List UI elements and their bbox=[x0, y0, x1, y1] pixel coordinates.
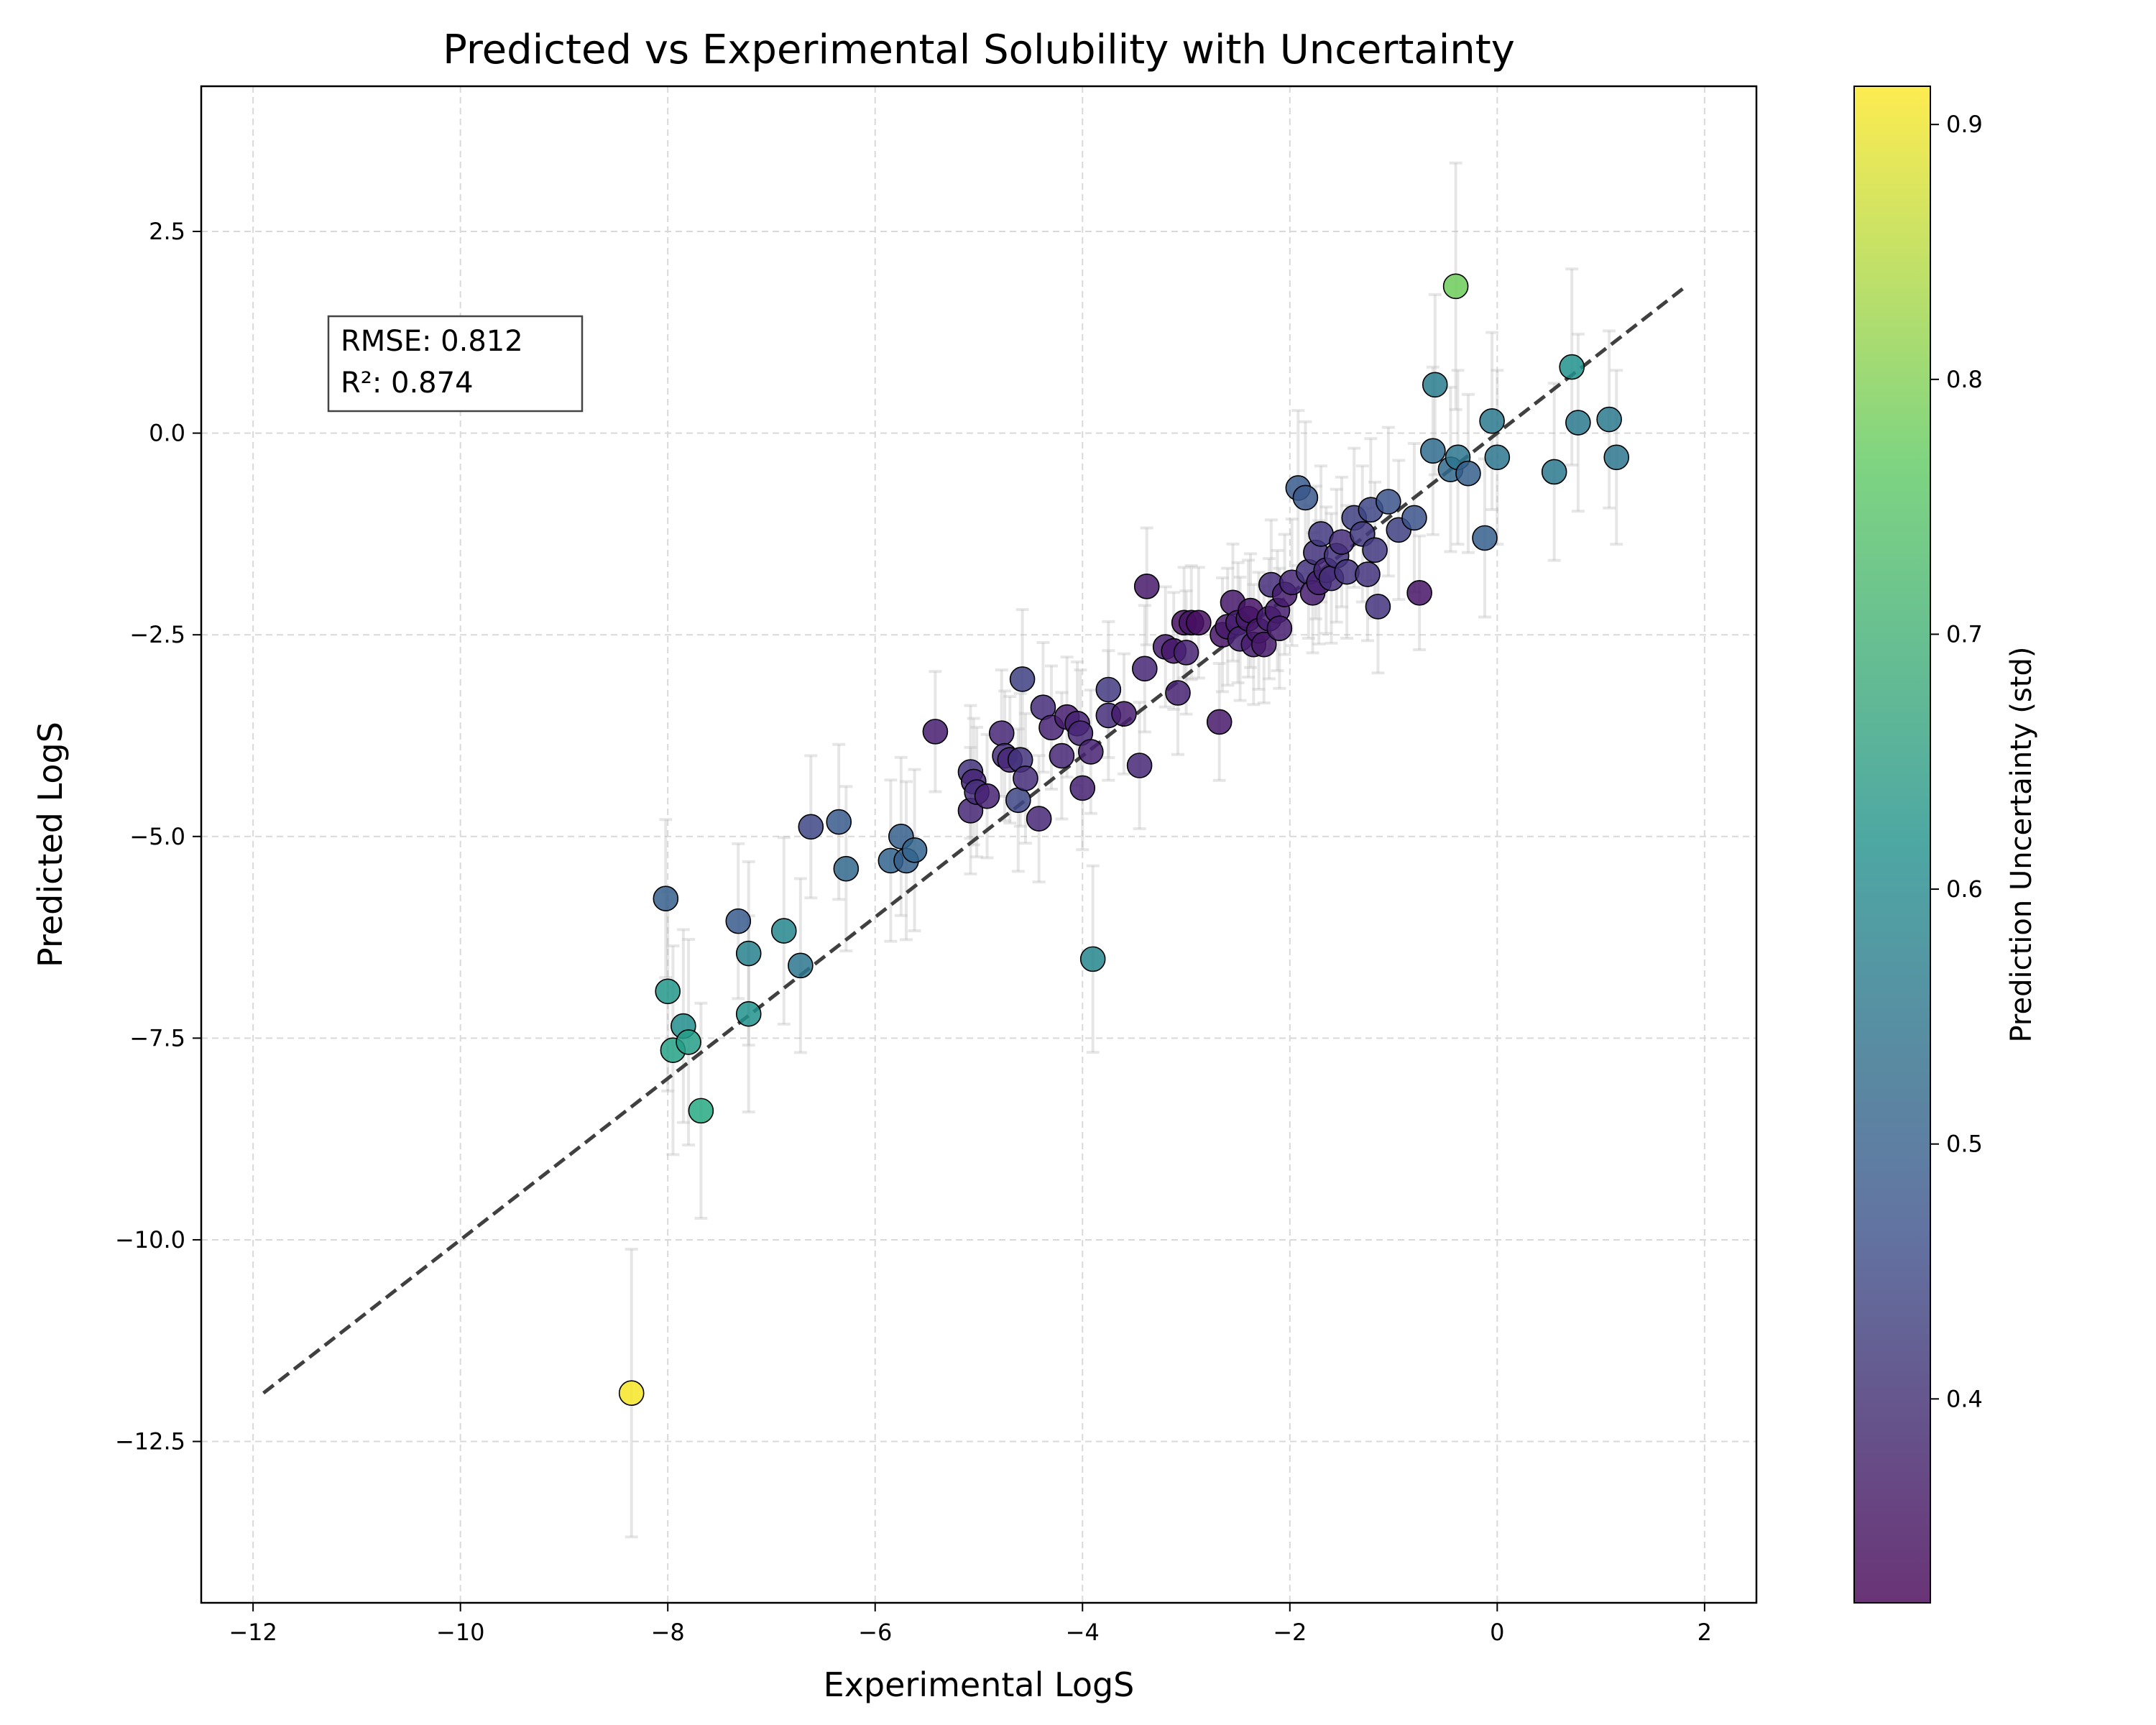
y-axis-ticks: −12.5 −10.0 −7.5 −5.0 −2.5 0.0 2.5 bbox=[115, 218, 201, 1455]
x-tick-label: −6 bbox=[858, 1619, 892, 1646]
y-tick-label: −7.5 bbox=[129, 1024, 185, 1052]
data-point bbox=[1422, 372, 1448, 398]
x-tick-label: −12 bbox=[229, 1619, 277, 1646]
colorbar-ticks: 0.4 0.5 0.6 0.7 0.8 0.9 bbox=[1930, 111, 1983, 1412]
data-point bbox=[1186, 610, 1212, 636]
x-tick-label: 0 bbox=[1490, 1619, 1504, 1646]
x-tick-label: −2 bbox=[1273, 1619, 1307, 1646]
data-point bbox=[1126, 753, 1153, 778]
data-point bbox=[618, 1380, 645, 1406]
data-point bbox=[1005, 787, 1031, 814]
data-point bbox=[1013, 765, 1038, 791]
colorbar-title: Prediction Uncertainty (std) bbox=[2005, 647, 2038, 1043]
data-point bbox=[1165, 680, 1191, 706]
data-point bbox=[1420, 438, 1446, 464]
colorbar-tick-label: 0.9 bbox=[1946, 111, 1983, 138]
colorbar-gradient bbox=[1853, 86, 1931, 1604]
data-point bbox=[1355, 561, 1381, 587]
colorbar: 0.4 0.5 0.6 0.7 0.8 0.9 Prediction Uncertaint… bbox=[1853, 86, 2038, 1604]
plot-frame bbox=[200, 85, 1758, 1604]
colorbar-tick-label: 0.4 bbox=[1946, 1385, 1983, 1412]
colorbar-tick-label: 0.6 bbox=[1946, 875, 1983, 903]
data-point bbox=[922, 719, 949, 745]
x-tick-label: −4 bbox=[1066, 1619, 1100, 1646]
data-point bbox=[833, 855, 860, 882]
y-tick-label: 0.0 bbox=[149, 420, 185, 447]
data-point bbox=[1250, 631, 1277, 658]
data-point bbox=[1026, 806, 1052, 832]
data-point bbox=[1132, 656, 1158, 682]
x-axis-title: Experimental LogS bbox=[824, 1665, 1135, 1704]
data-point bbox=[735, 1000, 762, 1027]
data-point bbox=[788, 952, 814, 979]
x-tick-label: 2 bbox=[1697, 1619, 1712, 1646]
data-point bbox=[1079, 946, 1106, 972]
x-axis-ticks: −12 −10 −8 −6 −4 −2 0 2 bbox=[229, 1603, 1712, 1646]
data-point bbox=[735, 940, 762, 967]
data-point bbox=[1603, 444, 1630, 471]
stats-box-frame bbox=[327, 315, 584, 413]
y-tick-label: −5.0 bbox=[129, 823, 185, 850]
data-point bbox=[1406, 580, 1432, 606]
data-point bbox=[1133, 574, 1160, 599]
colorbar-tick-label: 0.5 bbox=[1946, 1131, 1983, 1158]
data-point bbox=[725, 908, 752, 934]
data-point bbox=[1266, 615, 1293, 642]
data-point bbox=[655, 978, 681, 1005]
r2-label: R²: 0.874 bbox=[341, 367, 474, 400]
rmse-label: RMSE: 0.812 bbox=[341, 325, 523, 358]
data-point bbox=[1362, 537, 1388, 564]
colorbar-tick-label: 0.8 bbox=[1946, 366, 1983, 393]
data-point bbox=[688, 1098, 714, 1124]
colorbar-tick-label: 0.7 bbox=[1946, 620, 1983, 648]
data-point bbox=[1472, 525, 1498, 551]
data-points bbox=[618, 273, 1630, 1406]
stats-box: RMSE: 0.812 R²: 0.874 bbox=[327, 315, 584, 413]
data-point bbox=[974, 783, 1000, 809]
data-point bbox=[653, 886, 679, 911]
y-tick-label: −2.5 bbox=[129, 621, 185, 648]
x-tick-label: −8 bbox=[651, 1619, 685, 1646]
data-point bbox=[1559, 354, 1585, 380]
data-point bbox=[1095, 676, 1122, 703]
grid-lines bbox=[201, 86, 1756, 1603]
data-point bbox=[901, 837, 928, 863]
y-tick-label: −10.0 bbox=[115, 1226, 185, 1254]
data-point bbox=[826, 809, 852, 835]
x-tick-label: −10 bbox=[436, 1619, 485, 1646]
data-point bbox=[676, 1029, 701, 1055]
data-point bbox=[1479, 408, 1505, 434]
data-point bbox=[1009, 666, 1036, 692]
data-point bbox=[1365, 594, 1391, 620]
data-point bbox=[770, 918, 797, 944]
data-point bbox=[1565, 410, 1591, 436]
data-point bbox=[988, 720, 1015, 746]
data-point bbox=[1049, 742, 1075, 769]
data-point bbox=[798, 814, 824, 840]
data-point bbox=[1069, 775, 1096, 801]
data-point bbox=[1078, 739, 1104, 765]
data-point bbox=[1376, 489, 1401, 515]
data-point bbox=[1206, 709, 1233, 735]
data-point bbox=[1442, 273, 1469, 300]
data-point bbox=[1484, 444, 1511, 471]
y-axis-title: Predicted LogS bbox=[31, 722, 70, 967]
y-tick-label: 2.5 bbox=[149, 218, 185, 245]
data-point bbox=[1173, 640, 1199, 666]
chart-title: Predicted vs Experimental Solubility wit… bbox=[443, 27, 1515, 73]
data-point bbox=[1541, 459, 1567, 485]
y-tick-label: −12.5 bbox=[115, 1428, 185, 1455]
data-point bbox=[1292, 484, 1319, 511]
data-point bbox=[1111, 701, 1137, 727]
data-point bbox=[1596, 406, 1622, 433]
data-point bbox=[1455, 460, 1481, 487]
data-point bbox=[1401, 505, 1427, 531]
